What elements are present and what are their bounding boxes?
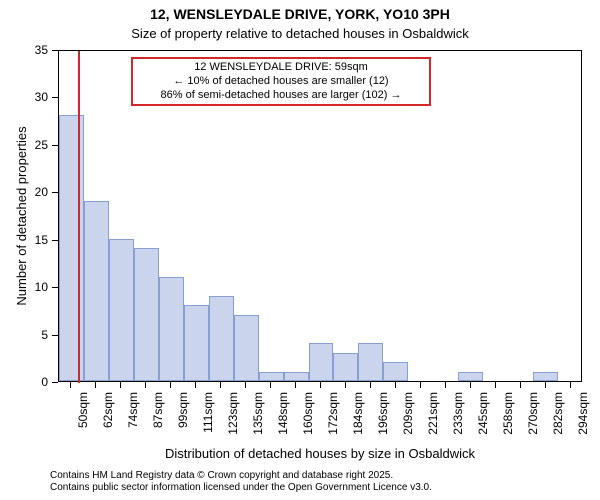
y-tick-mark xyxy=(52,287,58,288)
annotation-box: 12 WENSLEYDALE DRIVE: 59sqm← 10% of deta… xyxy=(131,57,431,106)
x-tick-mark xyxy=(95,382,96,388)
chart-title: 12, WENSLEYDALE DRIVE, YORK, YO10 3PH xyxy=(0,6,600,22)
x-tick-label: 245sqm xyxy=(476,392,490,442)
x-tick-label: 196sqm xyxy=(376,392,390,442)
bar xyxy=(109,239,134,381)
x-tick-mark xyxy=(245,382,246,388)
annotation-line: 12 WENSLEYDALE DRIVE: 59sqm xyxy=(137,61,425,75)
y-tick-label: 15 xyxy=(22,233,48,247)
x-tick-label: 172sqm xyxy=(326,392,340,442)
x-tick-label: 221sqm xyxy=(426,392,440,442)
bar xyxy=(383,362,408,381)
bar xyxy=(84,201,109,381)
y-tick-label: 35 xyxy=(22,43,48,57)
x-tick-mark xyxy=(520,382,521,388)
x-tick-mark xyxy=(270,382,271,388)
x-tick-label: 209sqm xyxy=(401,392,415,442)
x-tick-mark xyxy=(495,382,496,388)
x-tick-label: 74sqm xyxy=(126,392,140,442)
y-tick-mark xyxy=(52,145,58,146)
y-tick-mark xyxy=(52,50,58,51)
bar xyxy=(134,248,159,381)
x-tick-mark xyxy=(545,382,546,388)
bar xyxy=(59,115,84,381)
bar xyxy=(159,277,184,381)
y-tick-label: 25 xyxy=(22,138,48,152)
bar xyxy=(309,343,334,381)
x-axis-label: Distribution of detached houses by size … xyxy=(58,446,582,461)
x-tick-label: 282sqm xyxy=(551,392,565,442)
chart-subtitle: Size of property relative to detached ho… xyxy=(0,26,600,41)
bar xyxy=(234,315,259,381)
x-tick-label: 270sqm xyxy=(526,392,540,442)
x-tick-label: 233sqm xyxy=(451,392,465,442)
x-tick-mark xyxy=(195,382,196,388)
x-tick-mark xyxy=(70,382,71,388)
x-tick-mark xyxy=(170,382,171,388)
footer-line: Contains public sector information licen… xyxy=(50,482,600,494)
marker-line xyxy=(78,51,80,383)
bar xyxy=(284,372,309,381)
x-tick-mark xyxy=(295,382,296,388)
y-tick-label: 5 xyxy=(22,328,48,342)
x-tick-label: 123sqm xyxy=(226,392,240,442)
bar xyxy=(533,372,558,381)
x-tick-label: 135sqm xyxy=(251,392,265,442)
y-tick-mark xyxy=(52,192,58,193)
x-tick-label: 294sqm xyxy=(576,392,590,442)
x-tick-label: 62sqm xyxy=(101,392,115,442)
x-tick-label: 160sqm xyxy=(301,392,315,442)
bar xyxy=(458,372,483,381)
x-tick-mark xyxy=(320,382,321,388)
x-tick-label: 184sqm xyxy=(351,392,365,442)
x-tick-label: 50sqm xyxy=(76,392,90,442)
y-tick-mark xyxy=(52,240,58,241)
x-tick-label: 99sqm xyxy=(176,392,190,442)
y-tick-mark xyxy=(52,382,58,383)
x-tick-label: 87sqm xyxy=(151,392,165,442)
y-tick-mark xyxy=(52,335,58,336)
y-tick-label: 0 xyxy=(22,375,48,389)
x-tick-mark xyxy=(570,382,571,388)
x-tick-mark xyxy=(145,382,146,388)
x-tick-mark xyxy=(220,382,221,388)
y-tick-label: 20 xyxy=(22,185,48,199)
bar xyxy=(209,296,234,381)
x-tick-mark xyxy=(470,382,471,388)
bar xyxy=(184,305,209,381)
x-tick-mark xyxy=(370,382,371,388)
footer-line: Contains HM Land Registry data © Crown c… xyxy=(50,470,600,482)
x-tick-label: 111sqm xyxy=(201,392,215,442)
annotation-line: 86% of semi-detached houses are larger (… xyxy=(137,89,425,103)
bar xyxy=(333,353,358,381)
x-tick-label: 258sqm xyxy=(501,392,515,442)
x-tick-mark xyxy=(345,382,346,388)
y-tick-label: 30 xyxy=(22,90,48,104)
bar xyxy=(358,343,383,381)
y-tick-label: 10 xyxy=(22,280,48,294)
x-tick-mark xyxy=(120,382,121,388)
chart-container: 12, WENSLEYDALE DRIVE, YORK, YO10 3PH Si… xyxy=(0,0,600,500)
x-tick-mark xyxy=(395,382,396,388)
x-tick-label: 148sqm xyxy=(276,392,290,442)
x-tick-mark xyxy=(420,382,421,388)
annotation-line: ← 10% of detached houses are smaller (12… xyxy=(137,75,425,89)
bar xyxy=(259,372,284,381)
plot-area: 12 WENSLEYDALE DRIVE: 59sqm← 10% of deta… xyxy=(58,50,582,382)
x-tick-mark xyxy=(445,382,446,388)
footer-attribution: Contains HM Land Registry data © Crown c… xyxy=(50,470,600,494)
y-tick-mark xyxy=(52,97,58,98)
